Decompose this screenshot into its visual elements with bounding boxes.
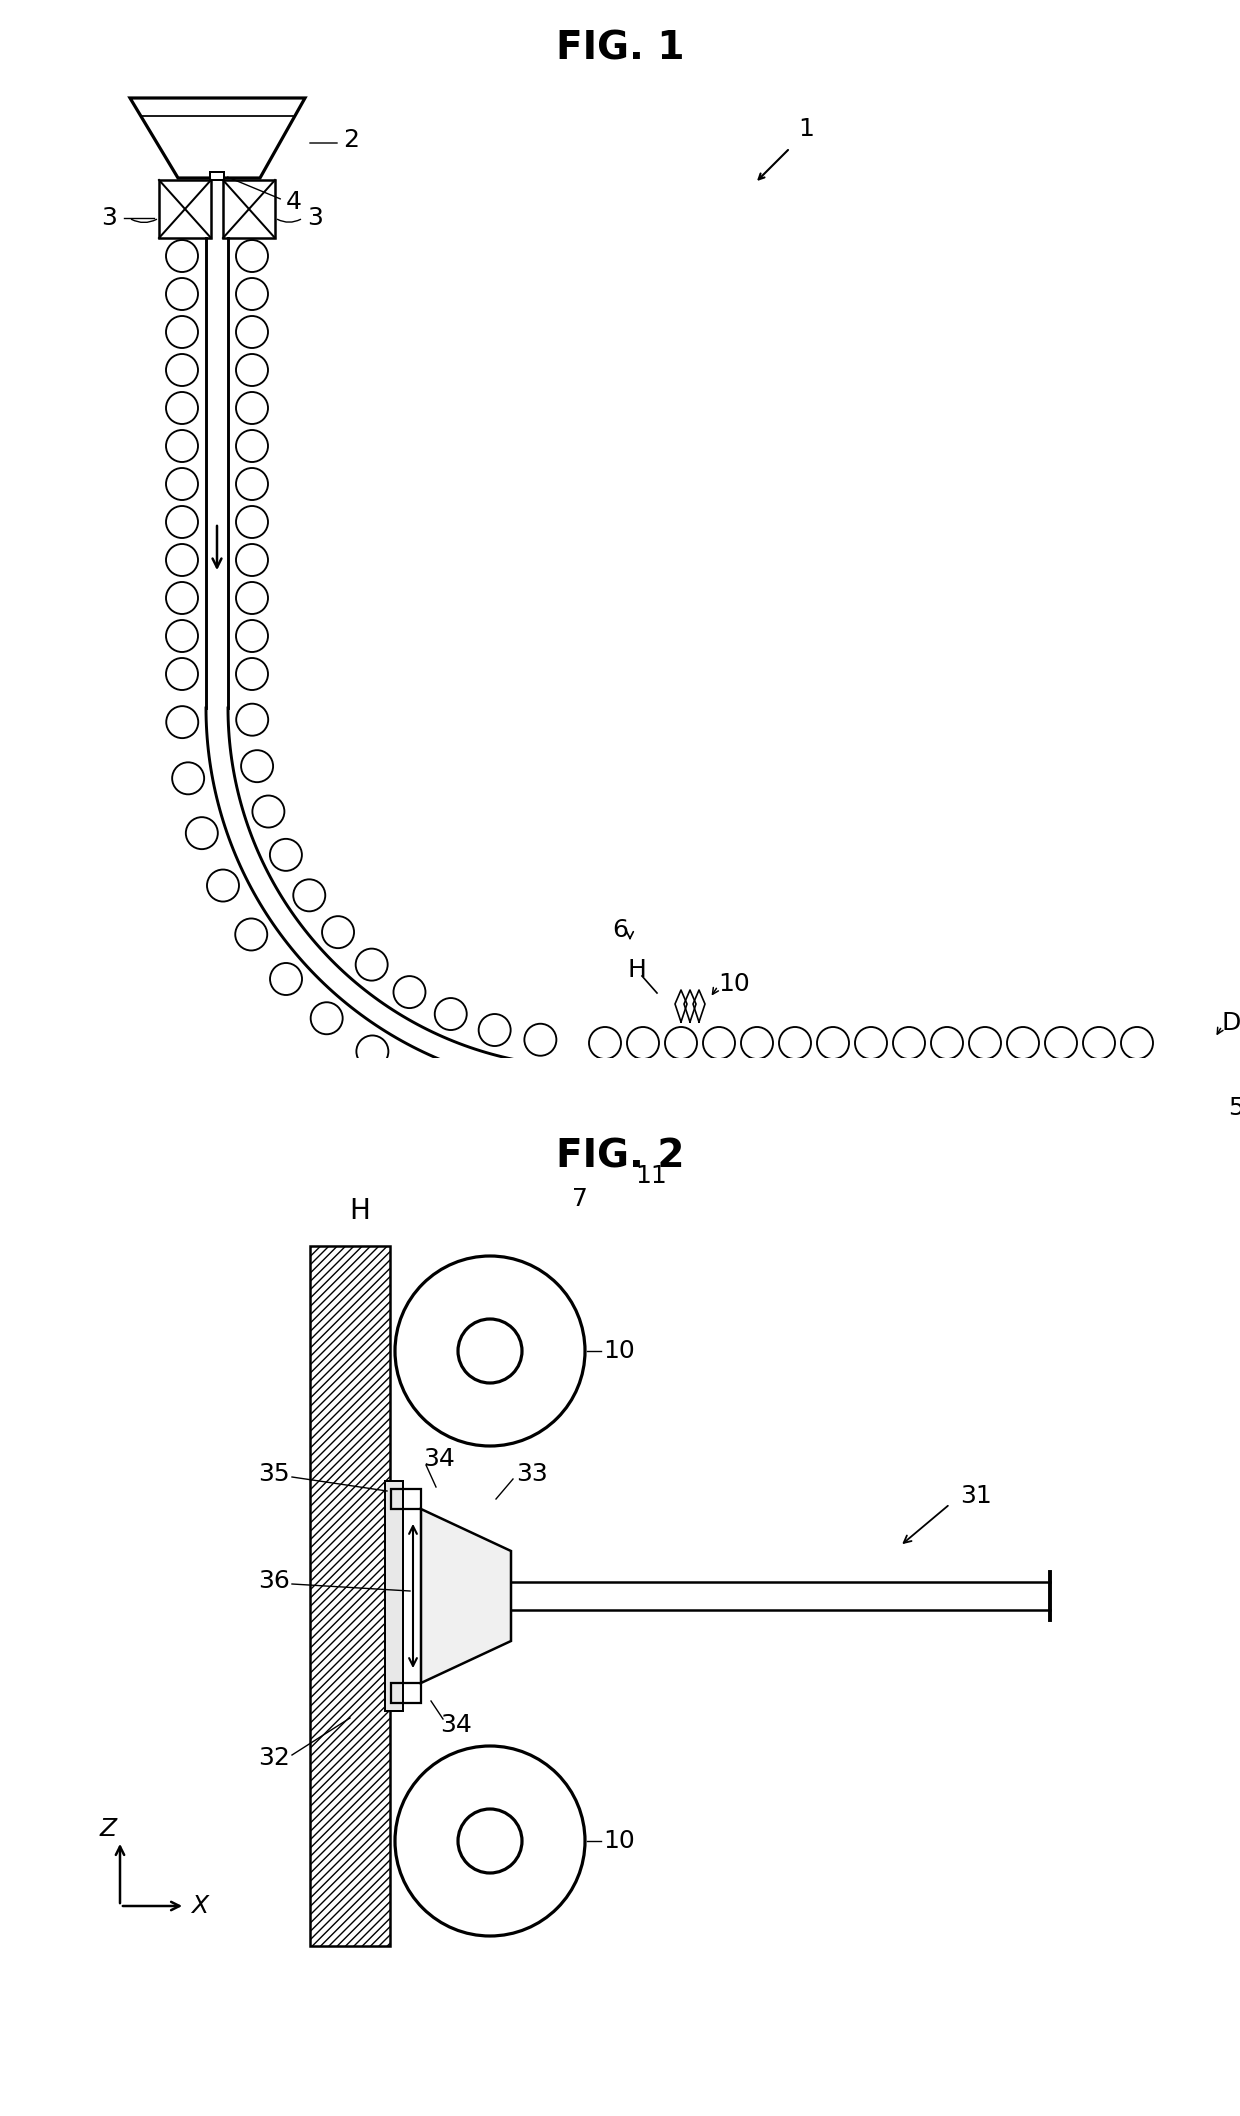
Text: FIG. 2: FIG. 2 (556, 1136, 684, 1174)
Text: 36: 36 (258, 1568, 290, 1593)
Text: 2: 2 (343, 127, 360, 152)
Text: 33: 33 (516, 1462, 548, 1485)
Text: H: H (350, 1198, 371, 1225)
Bar (391, 1490, 422, 1509)
Polygon shape (422, 1509, 511, 1682)
Text: 10: 10 (718, 971, 750, 997)
Bar (391, 1682, 422, 1703)
Text: 34: 34 (423, 1447, 455, 1471)
Bar (223, 180, 275, 237)
Bar (310, 1246, 391, 1947)
Text: 10: 10 (603, 1339, 635, 1363)
Text: 32: 32 (258, 1746, 290, 1769)
Text: 4: 4 (286, 190, 303, 214)
Text: X: X (191, 1894, 208, 1917)
Text: 3: 3 (102, 205, 117, 231)
Text: 10: 10 (603, 1828, 635, 1854)
Text: 35: 35 (258, 1462, 290, 1485)
Text: H: H (627, 959, 646, 982)
Text: D₁: D₁ (1221, 1011, 1240, 1035)
Text: 1: 1 (799, 116, 813, 142)
Text: 31: 31 (960, 1483, 992, 1509)
Text: 6: 6 (613, 918, 627, 942)
Text: Z: Z (99, 1818, 117, 1841)
Text: 5: 5 (1228, 1096, 1240, 1119)
Text: 11: 11 (635, 1164, 667, 1187)
Bar (159, 180, 211, 237)
Text: 34: 34 (440, 1714, 472, 1737)
Bar (210, 171, 224, 180)
Bar (384, 1481, 403, 1712)
Text: FIG. 1: FIG. 1 (556, 30, 684, 68)
Text: 7: 7 (572, 1187, 588, 1210)
Text: 3: 3 (308, 205, 322, 231)
